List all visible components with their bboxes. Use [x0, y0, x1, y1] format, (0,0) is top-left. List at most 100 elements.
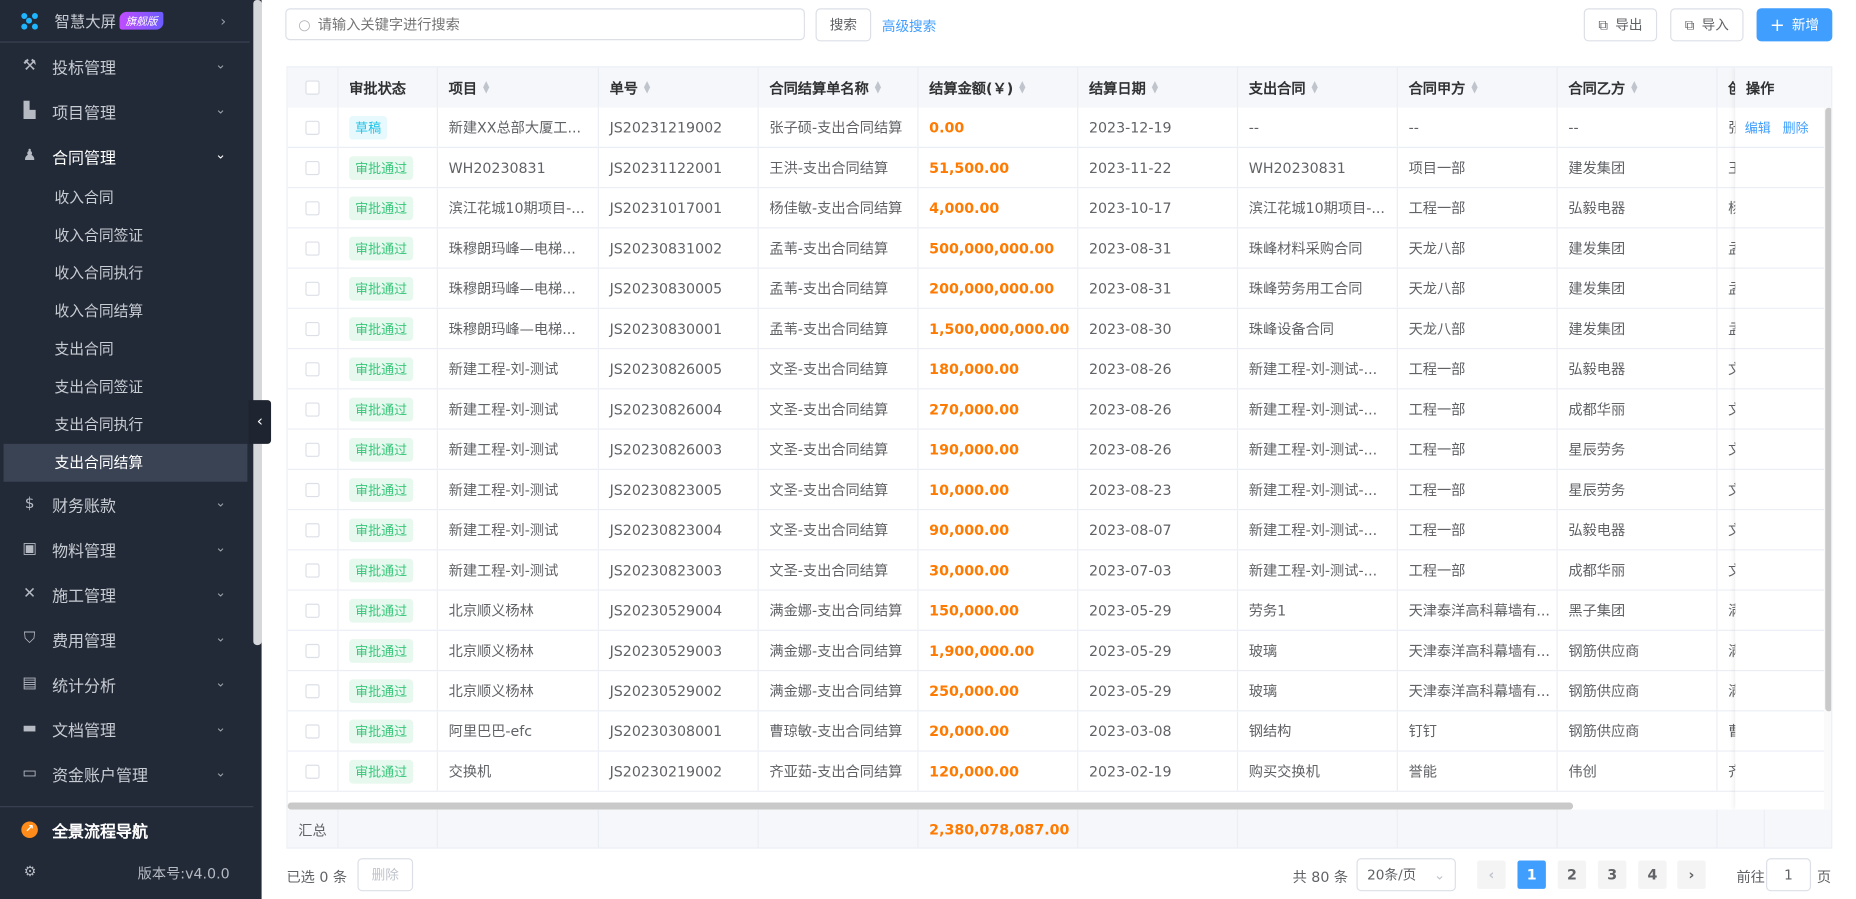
sidebar-item-box[interactable]: ▣ 物料管理 ⌄ — [0, 527, 250, 572]
sidebar-subitem[interactable]: 收入合同 — [54, 188, 114, 206]
sidebar-subitem[interactable]: 支出合同结算 — [3, 443, 248, 482]
row-checkbox[interactable] — [305, 442, 320, 457]
row-checkbox[interactable] — [305, 240, 320, 256]
row-checkbox[interactable] — [305, 200, 320, 215]
sidebar-item-money-bag[interactable]: $ 财务账款 ⌄ — [0, 482, 250, 527]
table-row[interactable]: 审批通过 珠穆朗玛峰—电梯... JS20230830005 孟苇-支出合同结算 200… — [287, 268, 1825, 309]
row-checkbox[interactable] — [305, 160, 320, 175]
sort-icon[interactable]: ▲ ▼ — [482, 79, 490, 95]
delete-link[interactable]: 删除 — [1782, 120, 1809, 136]
header-cell[interactable]: 结算金额(￥) ▲ ▼ — [919, 67, 1079, 108]
table-row[interactable]: 审批通过 阿里巴巴-efc JS20230308001 曹琼敏-支出合同结算 20,00… — [287, 711, 1825, 752]
sort-icon[interactable]: ▲ ▼ — [1311, 79, 1318, 95]
goto-page-input[interactable]: 1 — [1766, 858, 1812, 892]
import-button[interactable]: ⧉ 导入 — [1670, 8, 1744, 42]
sidebar-subitem[interactable]: 收入合同执行 — [54, 263, 144, 282]
table-row[interactable]: 审批通过 新建工程-刘-测试 JS20230826004 文圣-支出合同结算 270,0… — [287, 389, 1825, 430]
table-row[interactable]: 审批通过 交换机 JS20230219002 齐亚茹-支出合同结算 120,000.00… — [287, 751, 1825, 792]
header-cell[interactable]: 合同乙方 ▲ ▼ — [1558, 67, 1718, 108]
row-checkbox[interactable] — [305, 643, 320, 658]
table-row[interactable]: 审批通过 珠穆朗玛峰—电梯... JS20230831002 孟苇-支出合同结算 500… — [287, 228, 1825, 269]
page-size-select[interactable]: 20条/页 ⌄ — [1356, 858, 1456, 892]
vertical-scroll-thumb[interactable] — [1825, 107, 1832, 712]
table-cell: 10,000.00 — [919, 469, 1079, 509]
row-checkbox[interactable] — [305, 522, 320, 537]
sort-icon[interactable]: ▲ ▼ — [874, 79, 882, 95]
row-checkbox[interactable] — [305, 562, 320, 578]
cell-value: 2023-07-03 — [1088, 561, 1172, 579]
row-checkbox[interactable] — [305, 361, 320, 376]
table-row[interactable]: 审批通过 WH20230831 JS20231122001 王洪-支出合同结算 51,5… — [287, 147, 1825, 189]
row-checkbox[interactable] — [305, 482, 320, 497]
sort-icon[interactable]: ▲ ▼ — [1151, 79, 1159, 95]
table-row[interactable]: 审批通过 北京顺义杨林 JS20230529002 满金娜-支出合同结算 250,000… — [287, 671, 1825, 712]
sidebar-subitem[interactable]: 支出合同执行 — [54, 415, 144, 434]
header-cell[interactable]: 结算日期 ▲ ▼ — [1078, 67, 1239, 108]
sort-icon[interactable]: ▲ ▼ — [1471, 79, 1478, 95]
sidebar-item-shield[interactable]: ⛉ 费用管理 ⌄ — [0, 617, 250, 662]
header-cell[interactable]: 合同结算单名称 ▲ ▼ — [759, 67, 919, 108]
advanced-search-link[interactable]: 高级搜索 — [881, 17, 937, 35]
table-row[interactable]: 审批通过 新建工程-刘-测试 JS20230823005 文圣-支出合同结算 10,00… — [287, 469, 1825, 511]
search-box[interactable]: ○ — [285, 8, 805, 41]
vertical-scrollbar[interactable] — [1824, 107, 1832, 810]
table-cell: 钉钉 — [1398, 711, 1558, 751]
table-row[interactable]: 审批通过 珠穆朗玛峰—电梯... JS20230830001 孟苇-支出合同结算 1,5… — [287, 308, 1825, 350]
search-button[interactable]: 搜索 — [815, 8, 872, 42]
sidebar-item-flow-nav[interactable]: ↗ 全景流程导航 — [0, 807, 250, 852]
sidebar-subitem[interactable]: 收入合同结算 — [54, 301, 144, 320]
collapse-sidebar-button[interactable]: ‹ — [248, 400, 272, 444]
table-row[interactable]: 审批通过 滨江花城10期项目-... JS20231017001 杨佳敏-支出合同结算… — [287, 188, 1825, 229]
table-row[interactable]: 审批通过 北京顺义杨林 JS20230529004 满金娜-支出合同结算 150,000… — [287, 590, 1825, 631]
header-cell[interactable]: 项目 ▲ ▼ — [438, 67, 599, 108]
sidebar-scrollbar[interactable] — [253, 0, 262, 646]
sort-icon[interactable]: ▲ ▼ — [1631, 79, 1638, 95]
sidebar-item-tools[interactable]: ✕ 施工管理 ⌄ — [0, 572, 250, 617]
batch-delete-button[interactable]: 删除 — [357, 858, 414, 892]
sidebar-item-wallet[interactable]: ▭ 资金账户管理 ⌄ — [0, 752, 250, 797]
page-button[interactable]: 2 — [1557, 860, 1587, 889]
table-row[interactable]: 审批通过 新建工程-刘-测试 JS20230826003 文圣-支出合同结算 190,0… — [287, 429, 1825, 470]
sidebar-item-stamp[interactable]: ♟ 合同管理 ⌄ — [0, 134, 250, 179]
sort-icon[interactable]: ▲ ▼ — [643, 79, 651, 95]
table-row[interactable]: 草稿 新建XX总部大厦工... JS20231219002 张子硕-支出合同结算 0.0… — [287, 107, 1825, 148]
sidebar-item-building[interactable]: ▙ 项目管理 ⌄ — [0, 89, 250, 134]
header-cell[interactable]: 支出合同 ▲ ▼ — [1238, 67, 1398, 108]
sort-icon[interactable]: ▲ ▼ — [1019, 79, 1026, 95]
select-all-checkbox[interactable] — [305, 80, 320, 95]
row-checkbox[interactable] — [305, 401, 320, 417]
prev-page-button[interactable]: ‹ — [1477, 860, 1506, 889]
row-checkbox[interactable] — [305, 603, 320, 618]
sidebar-item-folder[interactable]: ▬ 文档管理 ⌄ — [0, 707, 250, 752]
page-button[interactable]: 1 — [1517, 860, 1546, 889]
page-button[interactable]: 4 — [1638, 860, 1667, 889]
sidebar-subitem[interactable]: 支出合同签证 — [54, 377, 144, 396]
export-button[interactable]: ⧉ 导出 — [1583, 8, 1658, 42]
sidebar-item-chart[interactable]: ▤ 统计分析 ⌄ — [0, 662, 250, 707]
row-checkbox[interactable] — [305, 764, 320, 779]
settings-icon[interactable]: ⚙ — [23, 862, 37, 880]
row-checkbox[interactable] — [305, 281, 320, 296]
table-row[interactable]: 审批通过 新建工程-刘-测试 JS20230823004 文圣-支出合同结算 90,00… — [287, 510, 1825, 551]
horizontal-scrollbar[interactable] — [287, 802, 1574, 810]
page-button[interactable]: 3 — [1597, 860, 1627, 889]
table-row[interactable]: 审批通过 北京顺义杨林 JS20230529003 满金娜-支出合同结算 1,900,0… — [287, 630, 1825, 672]
next-page-button[interactable]: › — [1677, 860, 1706, 889]
row-checkbox[interactable] — [305, 120, 320, 135]
table-cell — [288, 308, 339, 348]
table-row[interactable]: 审批通过 新建工程-刘-测试 JS20230823003 文圣-支出合同结算 30,00… — [287, 550, 1825, 591]
sidebar-subitem[interactable]: 支出合同 — [54, 339, 114, 358]
header-cell[interactable]: 单号 ▲ ▼ — [599, 67, 759, 108]
search-input[interactable] — [317, 15, 804, 33]
smart-screen-link[interactable]: 智慧大屏 旗舰版 › — [0, 0, 250, 43]
row-checkbox[interactable] — [305, 723, 320, 739]
sidebar-subitem[interactable]: 收入合同签证 — [54, 226, 144, 244]
row-checkbox[interactable] — [305, 321, 320, 336]
table-row[interactable]: 审批通过 新建工程-刘-测试 JS20230826005 文圣-支出合同结算 180,0… — [287, 349, 1825, 390]
sidebar-item-gavel[interactable]: ⚒ 投标管理 ⌄ — [0, 44, 250, 89]
chevron-down-icon: ⌄ — [215, 674, 227, 691]
row-checkbox[interactable] — [305, 683, 320, 698]
header-cell[interactable]: 合同甲方 ▲ ▼ — [1398, 67, 1558, 108]
add-button[interactable]: + 新增 — [1756, 8, 1833, 42]
edit-link[interactable]: 编辑 — [1744, 120, 1771, 136]
